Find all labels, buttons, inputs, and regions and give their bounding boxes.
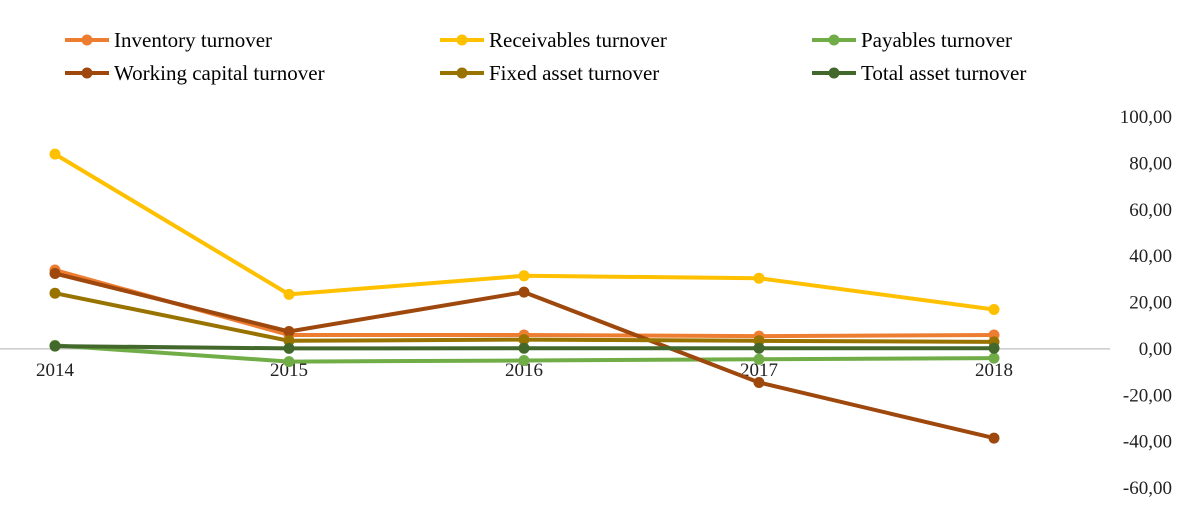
series-receivables-turnover <box>49 148 1000 315</box>
data-point <box>49 340 61 352</box>
y-tick-label: 40,00 <box>1129 246 1172 267</box>
legend-item: Payables turnover <box>812 28 1012 52</box>
y-tick-label: 0,00 <box>1139 339 1172 360</box>
legend-marker <box>81 67 93 79</box>
data-point <box>49 148 61 160</box>
y-tick-label: 60,00 <box>1129 200 1172 221</box>
data-point <box>753 377 765 388</box>
y-tick-label: 20,00 <box>1129 293 1172 314</box>
x-tick-label: 2016 <box>505 360 543 381</box>
y-tick-label: 100,00 <box>1120 107 1172 128</box>
data-point <box>518 334 530 346</box>
legend-label: Payables turnover <box>861 28 1012 52</box>
legend-marker <box>828 67 840 79</box>
series-working-capital-turnover <box>49 268 1000 444</box>
legend-label: Receivables turnover <box>489 28 667 52</box>
plot-area <box>49 148 1000 444</box>
legend-item: Inventory turnover <box>65 28 272 52</box>
legend-label: Working capital turnover <box>114 61 325 85</box>
legend-item: Working capital turnover <box>65 61 325 85</box>
data-point <box>988 304 1000 315</box>
series-total-asset-turnover <box>49 340 1000 354</box>
data-point <box>753 353 765 365</box>
y-tick-label: 80,00 <box>1129 153 1172 174</box>
data-point <box>518 286 530 298</box>
legend-item: Fixed asset turnover <box>440 61 659 85</box>
data-point <box>518 355 530 366</box>
data-point <box>518 270 530 282</box>
data-point <box>283 335 295 347</box>
data-point <box>518 342 530 354</box>
data-point <box>753 342 765 354</box>
data-point <box>49 287 61 299</box>
legend-marker <box>456 67 468 79</box>
data-point <box>988 432 1000 444</box>
y-tick-label: -20,00 <box>1123 385 1172 406</box>
axes: 100,00 80,00 60,00 40,00 20,00 0,00 -20,00 -40,… <box>0 107 1172 499</box>
x-tick-label: 2017 <box>740 360 778 381</box>
data-point <box>988 342 1000 354</box>
legend-marker <box>456 34 468 46</box>
x-tick-label: 2015 <box>270 360 308 381</box>
data-point <box>283 288 295 300</box>
data-point <box>988 352 1000 364</box>
x-tick-label: 2014 <box>36 360 75 381</box>
legend-marker <box>828 34 840 46</box>
legend: Inventory turnover Receivables turnover Pa… <box>65 28 1026 85</box>
y-tick-label: -40,00 <box>1123 432 1172 453</box>
x-tick-label: 2018 <box>975 360 1013 381</box>
data-point <box>49 268 61 279</box>
legend-label: Fixed asset turnover <box>489 61 659 85</box>
legend-marker <box>81 34 93 46</box>
data-point <box>283 342 295 354</box>
series-line <box>53 152 996 312</box>
legend-label: Inventory turnover <box>114 28 272 52</box>
data-point <box>283 356 295 368</box>
data-point <box>753 272 765 284</box>
legend-label: Total asset turnover <box>861 61 1026 85</box>
legend-item: Receivables turnover <box>440 28 667 52</box>
data-point <box>283 326 295 337</box>
y-tick-label: -60,00 <box>1123 478 1172 499</box>
legend-item: Total asset turnover <box>812 61 1026 85</box>
